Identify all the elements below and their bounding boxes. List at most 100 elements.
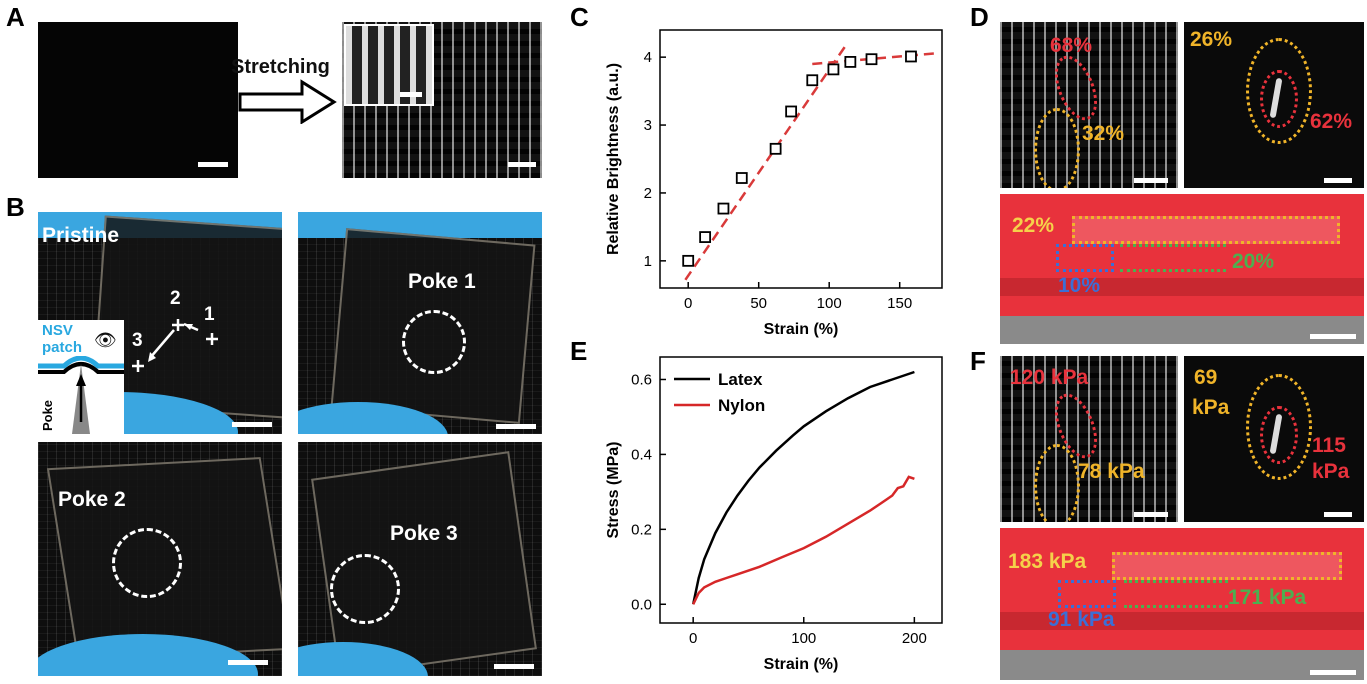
label-poke-1: Poke 1 [408,270,476,293]
y-tick-label: 0.6 [631,371,652,388]
stretching-arrow [238,79,337,124]
data-point [682,254,695,267]
scale-bar [198,162,228,167]
data-point [769,142,782,155]
label-red-kpa-value: 115 [1312,434,1346,457]
data-point [717,202,730,215]
data-point [699,231,712,243]
scale-bar [494,664,534,669]
red-region-ellipse [1260,70,1298,128]
photo-f-bottom: 183 kPa 91 kPa 171 kPa [1000,528,1364,680]
scale-bar [1134,512,1168,517]
fabric-photo-unstretched [38,22,238,178]
panel-label-a: A [6,2,25,32]
photo-d-left: 68% 32% [1000,22,1178,188]
panel-label-f: F [970,346,986,376]
point-label-1: 1 [204,304,215,325]
data-point [785,105,798,118]
poke-point-markers [132,319,218,372]
label-yellow-pct: 22% [1012,214,1055,237]
x-tick-label: 50 [750,295,767,312]
point-label-3: 3 [132,330,143,351]
y-axis-label: Relative Brightness (a.u.) [605,63,622,255]
yellow-region-ellipse [1246,374,1312,480]
stretching-label: Stretching [231,56,330,78]
label-pristine: Pristine [42,224,120,247]
x-axis-label: Strain (%) [764,656,839,673]
label-red-pct: 68% [1050,34,1093,57]
panel-label-c: C [570,2,589,32]
label-red-kpa-unit: kPa [1312,460,1350,483]
label-yellow-kpa-unit: kPa [1192,396,1230,419]
label-yellow-kpa: 183 kPa [1008,550,1087,573]
scale-bar [232,422,272,427]
scale-bar [1324,178,1352,183]
scale-bar [1324,512,1352,517]
y-tick-label: 0.2 [631,521,652,538]
y-tick-label: 3 [644,117,652,134]
inset-label-poke: Poke [40,399,56,432]
legend-label: Latex [718,370,763,389]
nsv-patch-schematic: NSV patch 👁 Poke [38,320,124,434]
yellow-region-ellipse [1034,108,1080,188]
scale-bar [496,424,536,429]
x-tick-label: 150 [887,295,912,312]
y-tick-label: 2 [644,185,652,202]
poke-region-circle [112,528,182,598]
fabric-photo-stretched [342,22,542,178]
label-yellow-kpa: 78 kPa [1078,460,1145,483]
green-region-box [1124,580,1228,608]
photo-f-left: 120 kPa 78 kPa [1000,356,1178,522]
yellow-region-ellipse [1034,444,1080,522]
x-tick-label: 200 [902,630,927,647]
fit-line [684,44,848,281]
yellow-region-box [1112,552,1342,580]
y-tick-label: 4 [644,49,652,66]
scale-bar [508,162,536,167]
photo-d-bottom: 22% 10% 20% [1000,194,1364,344]
photo-poke-1: Poke 1 [298,212,542,434]
photo-d-right: 26% 62% [1184,22,1364,188]
x-tick-label: 100 [817,295,842,312]
data-point [806,74,819,87]
fit-line [812,51,940,66]
data-point [844,56,857,68]
data-point [905,50,917,63]
eye-icon: 👁 [94,330,117,350]
label-yellow-pct: 26% [1190,28,1233,51]
x-tick-label: 100 [791,630,816,647]
label-yellow-kpa-value: 69 [1194,366,1218,389]
y-axis-label: Stress (MPa) [605,442,622,539]
label-poke-2: Poke 2 [58,488,126,511]
series-line-nylon [692,475,915,605]
inset-label-patch: patch [42,339,83,356]
x-tick-label: 0 [684,295,692,312]
x-axis-label: Strain (%) [764,321,839,338]
poke-region-circle [402,310,466,374]
data-point [735,172,748,184]
plot-frame [659,356,943,624]
scale-bar [1310,334,1356,339]
zoom-inset [344,24,434,106]
photo-f-right: 69 kPa 115 kPa [1184,356,1364,522]
green-region-box [1120,244,1226,272]
panel-label-e: E [570,336,588,366]
x-tick-label: 0 [689,630,697,647]
yellow-region-ellipse [1246,38,1312,144]
scale-bar [228,660,268,665]
poke-region-circle [330,554,400,624]
label-green-kpa: 171 kPa [1228,586,1307,609]
scale-bar [1310,670,1356,675]
inset-label-nsv: NSV [42,322,73,339]
label-red-pct: 62% [1310,110,1353,133]
legend-label: Nylon [718,396,765,415]
label-poke-3: Poke 3 [390,522,458,545]
scale-bar [1134,178,1168,183]
brightness-chart: 0 50 100 150 1 2 3 4 Strain (%) Relative Brightne… [605,29,943,338]
y-tick-label: 0.0 [631,596,652,613]
data-point [865,53,878,66]
plot-frame [659,29,943,289]
point-label-2: 2 [170,288,181,309]
photo-poke-2: Poke 2 [38,442,282,676]
red-region-ellipse [1260,406,1298,464]
